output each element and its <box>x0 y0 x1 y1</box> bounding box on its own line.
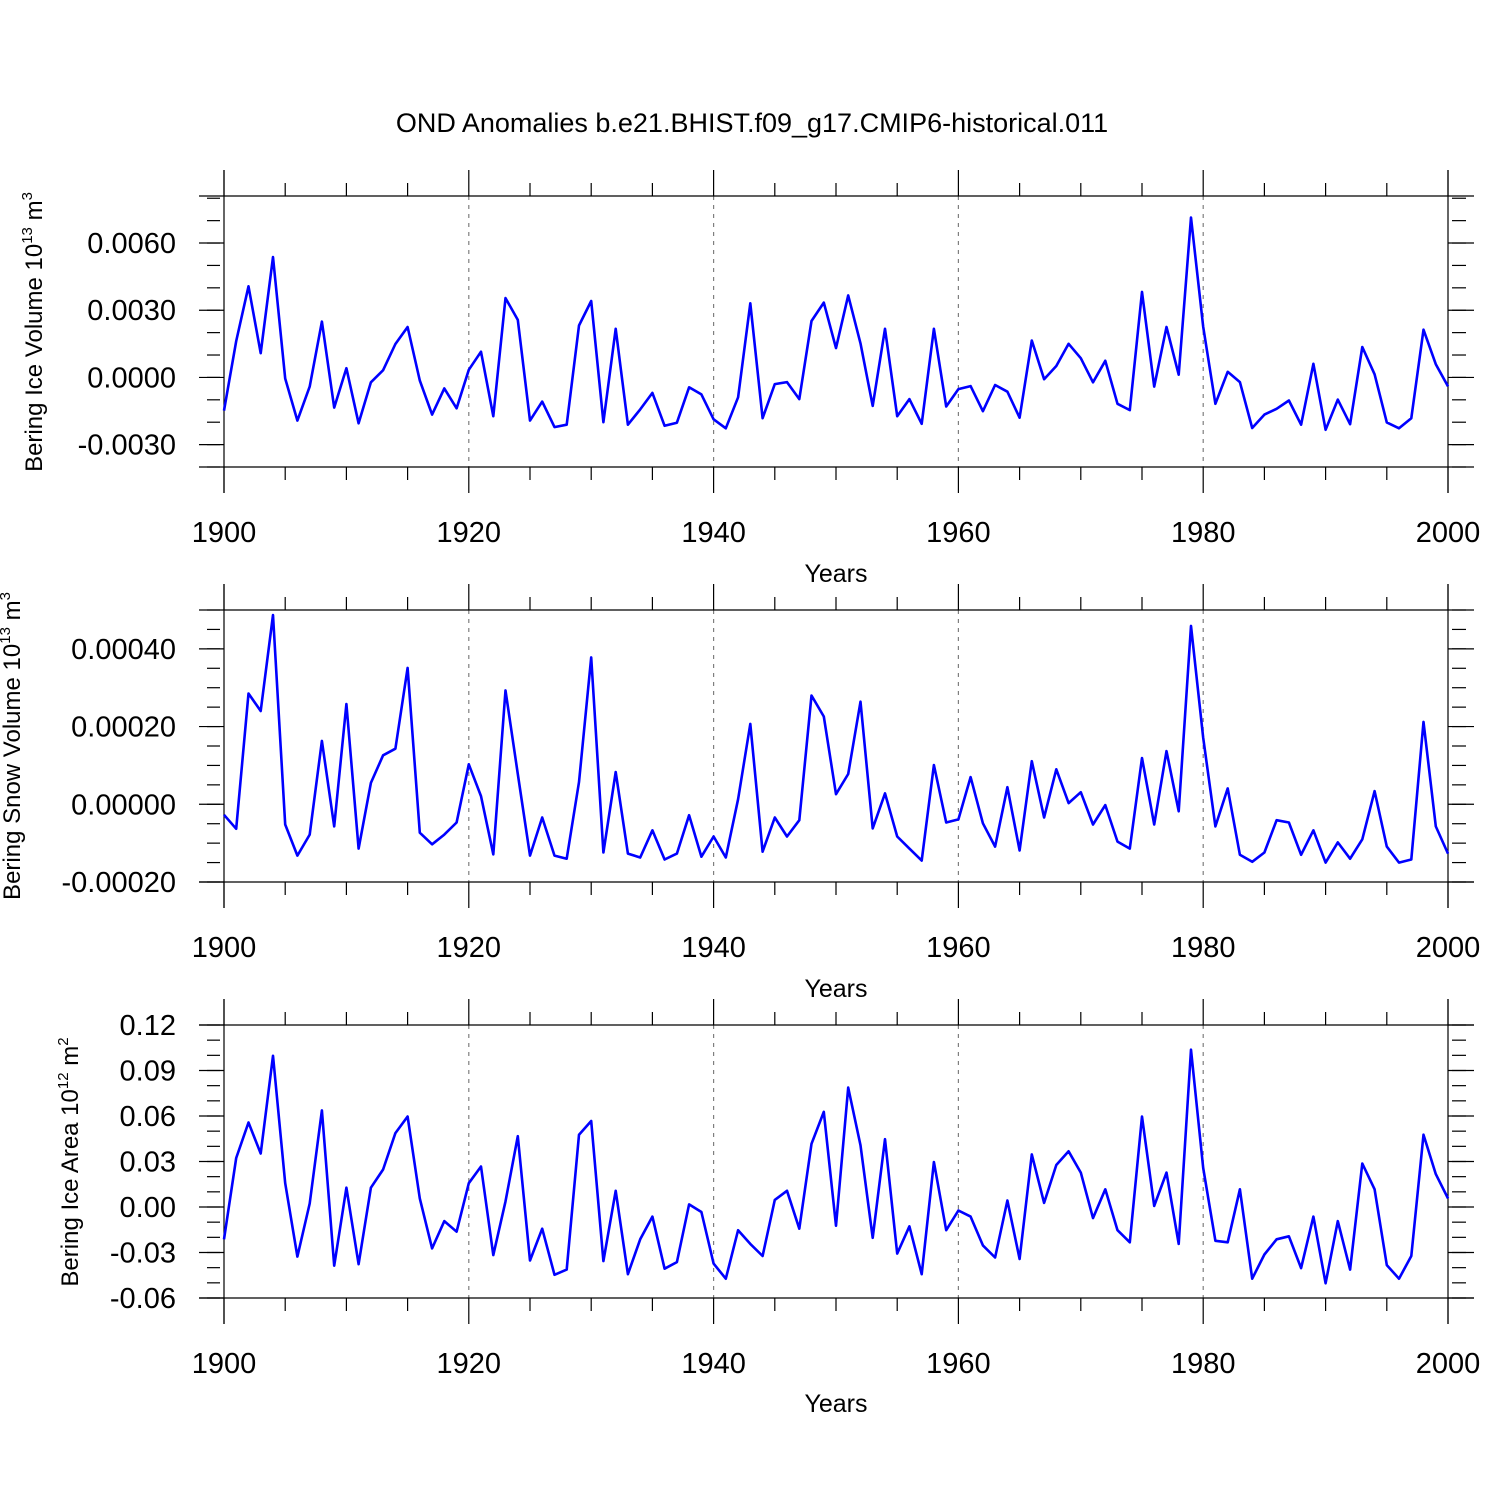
ytick-label-ice-volume-1: 0.0030 <box>87 295 176 327</box>
ylabel-snow-volume: Bering Snow Volume 1013 m3 <box>0 592 26 900</box>
ytick-label-ice-area-5: -0.03 <box>110 1238 176 1270</box>
ytick-label-ice-volume-3: -0.0030 <box>78 430 176 462</box>
xtick-label-ice-area-1940: 1940 <box>681 1348 746 1380</box>
xlabel-ice-volume: Years <box>804 560 867 588</box>
xtick-label-ice-area-1980: 1980 <box>1171 1348 1236 1380</box>
ytick-label-ice-area-0: 0.12 <box>120 1010 176 1042</box>
ylabel-ice-volume-exp: 13 <box>19 227 36 244</box>
xtick-label-snow-volume-1960: 1960 <box>926 932 991 964</box>
xtick-label-snow-volume-1920: 1920 <box>437 932 502 964</box>
ylabel-snow-volume-main: Bering Snow Volume 10 <box>0 644 26 900</box>
ytick-label-ice-area-3: 0.03 <box>120 1147 176 1179</box>
xtick-label-ice-area-1960: 1960 <box>926 1348 991 1380</box>
xtick-label-ice-area-1900: 1900 <box>192 1348 257 1380</box>
xlabel-snow-volume: Years <box>804 975 867 1003</box>
ylabel-ice-area-unit: m <box>57 1046 84 1073</box>
ytick-label-ice-area-2: 0.06 <box>120 1101 176 1133</box>
ylabel-ice-volume-unit-exp: 3 <box>19 192 36 200</box>
panel-ice-area: Bering Ice Area 1012 m2 Years 1900 1920 19… <box>55 999 1480 1418</box>
panel-snow-volume: Bering Snow Volume 1013 m3 Years 1900 192… <box>0 584 1480 1003</box>
ytick-label-ice-area-6: -0.06 <box>110 1283 176 1315</box>
ytick-label-snow-volume-1: 0.00020 <box>71 712 176 744</box>
xtick-label-snow-volume-1900: 1900 <box>192 932 257 964</box>
ylabel-snow-volume-unit: m <box>0 600 26 627</box>
ylabel-snow-volume-exp: 13 <box>0 627 14 644</box>
ylabel-ice-area-exp: 12 <box>55 1072 72 1089</box>
ylabel-ice-volume-main: Bering Ice Volume 10 <box>21 244 48 472</box>
ytick-label-ice-area-1: 0.09 <box>120 1056 176 1088</box>
ytick-label-snow-volume-2: 0.00000 <box>71 789 176 821</box>
figure-title: OND Anomalies b.e21.BHIST.f09_g17.CMIP6-… <box>396 108 1108 138</box>
xtick-label-snow-volume-1980: 1980 <box>1171 932 1236 964</box>
xtick-label-ice-volume-1960: 1960 <box>926 517 991 549</box>
xtick-label-ice-volume-1980: 1980 <box>1171 517 1236 549</box>
xlabel-ice-area: Years <box>804 1390 867 1418</box>
ylabel-ice-volume: Bering Ice Volume 1013 m3 <box>19 192 48 472</box>
xtick-label-snow-volume-2000: 2000 <box>1416 932 1481 964</box>
ytick-label-ice-volume-2: 0.0000 <box>87 362 176 394</box>
ylabel-snow-volume-unit-exp: 3 <box>0 592 14 600</box>
ylabel-ice-area: Bering Ice Area 1012 m2 <box>55 1037 84 1286</box>
xtick-label-snow-volume-1940: 1940 <box>681 932 746 964</box>
series-line-snow-volume <box>223 613 1450 864</box>
xtick-label-ice-volume-1940: 1940 <box>681 517 746 549</box>
xtick-label-ice-area-2000: 2000 <box>1416 1348 1481 1380</box>
ylabel-ice-area-unit-exp: 2 <box>55 1037 72 1045</box>
series-line-ice-area <box>222 1048 1450 1285</box>
ytick-label-snow-volume-0: 0.00040 <box>71 634 176 666</box>
xtick-label-ice-volume-2000: 2000 <box>1416 517 1481 549</box>
ytick-label-snow-volume-3: -0.00020 <box>62 867 177 899</box>
ylabel-ice-area-main: Bering Ice Area 10 <box>57 1089 84 1286</box>
series-line-ice-volume <box>222 216 1450 432</box>
xtick-label-ice-volume-1920: 1920 <box>437 517 502 549</box>
ytick-label-ice-volume-0: 0.0060 <box>87 228 176 260</box>
ylabel-ice-volume-unit: m <box>21 200 48 227</box>
ytick-label-ice-area-4: 0.00 <box>120 1192 176 1224</box>
xtick-label-ice-volume-1900: 1900 <box>192 517 257 549</box>
panel-ice-volume: Bering Ice Volume 1013 m3 Years 1900 1920… <box>19 170 1480 588</box>
xtick-label-ice-area-1920: 1920 <box>437 1348 502 1380</box>
